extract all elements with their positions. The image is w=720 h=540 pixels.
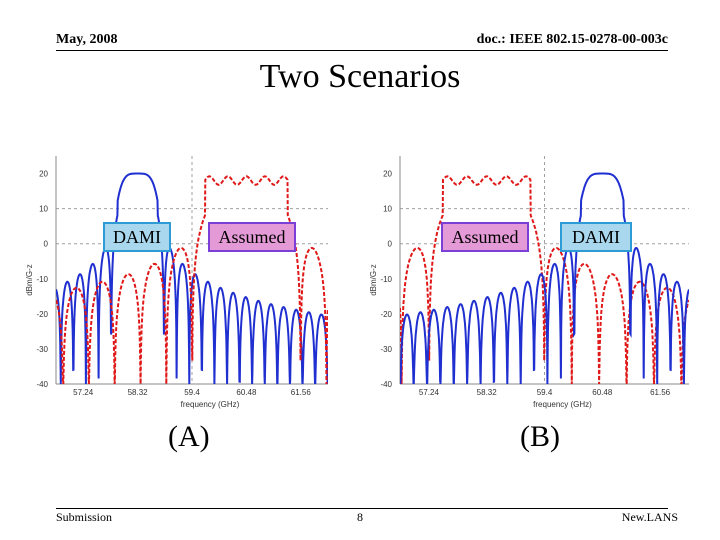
y-tick-label: 20	[383, 170, 392, 179]
assumed-spectrum-line	[400, 175, 689, 384]
y-tick-label: 20	[39, 170, 48, 179]
x-axis-label: frequency (GHz)	[533, 400, 592, 409]
x-tick-label: 57.24	[73, 388, 94, 397]
y-tick-label: -30	[380, 345, 392, 354]
y-tick-label: 10	[383, 205, 392, 214]
slide-title: Two Scenarios	[259, 58, 461, 95]
y-tick-label: -30	[36, 345, 48, 354]
x-tick-label: 60.48	[236, 388, 257, 397]
x-axis-label: frequency (GHz)	[181, 400, 240, 409]
chart-a-assumed-label: Assumed	[208, 222, 296, 252]
y-tick-label: 0	[388, 240, 393, 249]
dami-spectrum-line	[400, 172, 689, 384]
header-doc-id: doc.: IEEE 802.15-0278-00-003c	[476, 32, 668, 47]
chart-b-assumed-label: Assumed	[441, 222, 529, 252]
y-tick-label: -10	[36, 275, 48, 284]
assumed-spectrum-line	[56, 175, 328, 384]
x-tick-label: 58.32	[128, 388, 149, 397]
header-date: May, 2008	[56, 32, 118, 47]
caption-b: (B)	[520, 420, 560, 453]
chart-b-dami-label: DAMI	[560, 222, 632, 252]
y-tick-label: 0	[44, 240, 49, 249]
chart-b: 20 10 0 -10 -20 -30 -40 57.24 58.32 59.4 60.48 61.5…	[369, 156, 689, 409]
footer-rule	[56, 508, 668, 509]
x-tick-label: 59.4	[184, 388, 200, 397]
x-tick-label: 59.4	[537, 388, 553, 397]
y-axis-label: dBm/G-z	[369, 264, 378, 296]
header-rule	[56, 50, 668, 51]
y-tick-label: -10	[380, 275, 392, 284]
footer-org: New.LANS	[621, 510, 678, 524]
footer-submission: Submission	[56, 510, 113, 524]
chart-a: 20 10 0 -10 -20 -30 -40 57.24 58.32 59.4 60.48 61.5…	[25, 156, 328, 409]
x-tick-label: 61.56	[291, 388, 312, 397]
x-tick-label: 60.48	[592, 388, 613, 397]
caption-a: (A)	[168, 420, 210, 453]
dami-spectrum-line	[56, 172, 328, 384]
footer-page-number: 8	[357, 510, 363, 524]
chart-a-dami-label: DAMI	[103, 222, 171, 252]
y-tick-label: 10	[39, 205, 48, 214]
y-axis-label: dBm/G-z	[25, 264, 34, 296]
x-tick-label: 57.24	[419, 388, 440, 397]
y-tick-label: -20	[36, 310, 48, 319]
x-tick-label: 58.32	[477, 388, 498, 397]
y-tick-label: -40	[380, 380, 392, 389]
y-tick-label: -40	[36, 380, 48, 389]
x-tick-label: 61.56	[650, 388, 671, 397]
y-tick-label: -20	[380, 310, 392, 319]
